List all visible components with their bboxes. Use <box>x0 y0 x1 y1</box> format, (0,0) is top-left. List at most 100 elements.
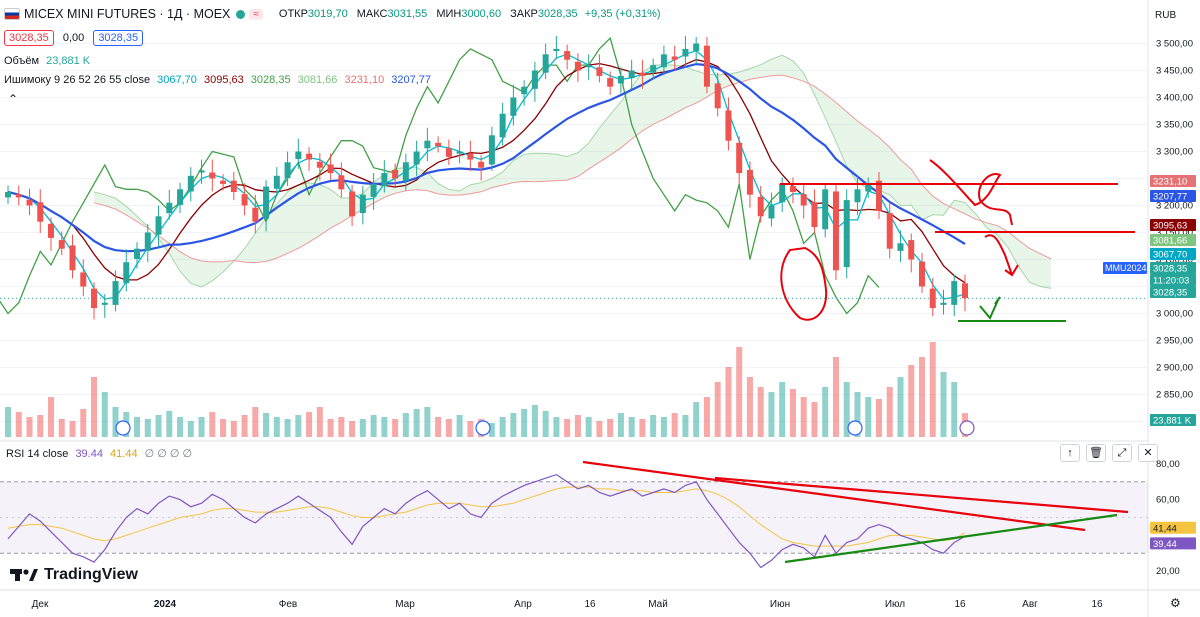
candle-body <box>908 240 915 260</box>
rsi-legend[interactable]: RSI 14 close 39.44 41.44 ∅ ∅ ∅ ∅ <box>6 448 193 460</box>
candle-body <box>338 175 345 190</box>
volume-bar <box>48 397 55 437</box>
candle-body <box>402 162 409 181</box>
lagging-price-label: 3028,35 <box>1153 288 1187 299</box>
candle-body <box>177 189 184 205</box>
volume-bar <box>134 417 141 437</box>
candle-body <box>478 161 485 168</box>
span-b-price-label-bg <box>1150 175 1196 187</box>
candle-body <box>564 51 571 60</box>
buy-price-button[interactable]: 3028,35 <box>93 30 144 46</box>
volume-bar <box>918 357 925 437</box>
time-tick-label: Мар <box>395 599 415 610</box>
time-tick-label: 2024 <box>154 599 177 610</box>
volume-bar <box>499 417 506 437</box>
volume-bar <box>445 419 452 437</box>
conversion-price-label: 3067,70 <box>1153 250 1187 261</box>
candle-body <box>69 245 76 271</box>
volume-bar <box>693 402 700 437</box>
volume-bar <box>58 419 65 437</box>
candle-body <box>929 288 936 309</box>
candle-body <box>15 194 22 198</box>
span-a-price-label: 3081,66 <box>1153 236 1187 247</box>
volume-bar <box>929 342 936 437</box>
ma-price-label: 3207,77 <box>1153 192 1187 203</box>
volume-bar <box>897 377 904 437</box>
volume-bar <box>467 421 474 437</box>
candle-body <box>617 75 624 84</box>
volume-bar <box>456 415 463 437</box>
price-tick-label: 2 950,00 <box>1156 336 1193 347</box>
volume-bar <box>5 407 11 437</box>
volume-bar <box>757 387 764 437</box>
volume-bar <box>252 407 259 437</box>
candle-body <box>349 191 356 217</box>
price-tick-label: 3 150,00 <box>1156 228 1193 239</box>
volume-bar <box>768 392 775 437</box>
delete-icon[interactable]: 🗑 <box>1086 444 1106 462</box>
ichimoku-base-value: 3095,63 <box>203 74 244 86</box>
volume-bar <box>112 407 119 437</box>
price-tick-label: 2 850,00 <box>1156 390 1193 401</box>
candle-body <box>359 194 366 214</box>
volume-bar <box>800 397 807 437</box>
ichimoku-legend[interactable]: Ишимоку 9 26 52 26 55 close 3067,70 3095… <box>4 74 435 86</box>
volume-bar <box>843 382 850 437</box>
compare-icon[interactable]: ≈ <box>249 8 263 20</box>
currency-label[interactable]: RUB <box>1155 10 1177 21</box>
volume-bar <box>349 421 356 437</box>
candle-body <box>26 199 33 206</box>
settings-gear-icon[interactable]: ⚙ <box>1170 596 1181 610</box>
tradingview-logo[interactable]: TradingView <box>10 566 138 584</box>
circled-area <box>780 246 828 321</box>
volume-bar <box>230 421 237 437</box>
candle-body <box>886 213 893 249</box>
volume-bar <box>639 419 646 437</box>
volume-bar <box>671 413 678 437</box>
volume-axis-label-bg <box>1150 414 1196 426</box>
close-value: 3028,35 <box>537 8 578 20</box>
sell-price-button[interactable]: 3028,35 <box>4 30 54 46</box>
countdown-label: 11:20:03 <box>1153 276 1189 287</box>
volume-bar <box>940 372 947 437</box>
price-tick-label: 3 300,00 <box>1156 147 1193 158</box>
move-up-icon[interactable]: ↑ <box>1060 444 1080 462</box>
candle-body <box>220 180 227 184</box>
volume-axis-label: 23,881 K <box>1153 416 1192 427</box>
rsi-ma-last: 41.44 <box>110 448 138 460</box>
rsi-trend-down-1 <box>582 460 1086 532</box>
collapse-legend-icon[interactable]: ⌃ <box>8 92 19 106</box>
volume-bar <box>37 415 44 437</box>
base-price-label: 3095,63 <box>1153 221 1187 232</box>
volume-bar <box>746 377 753 437</box>
volume-bar <box>951 382 958 437</box>
maximize-icon[interactable]: ⤢ <box>1112 444 1132 462</box>
price-tick-label: 3 000,00 <box>1156 309 1193 320</box>
volume-bar <box>488 423 495 437</box>
symbol-title[interactable]: MICEX MINI FUTURES · 1Д · MOEX <box>24 7 231 21</box>
volume-bar <box>585 417 592 437</box>
volume-bar <box>682 415 689 437</box>
axes: 2 800,002 850,002 900,002 950,003 000,00… <box>32 39 1196 610</box>
close-label: ЗАКР <box>510 8 538 20</box>
ichimoku-lagging-value: 3028,35 <box>250 74 291 86</box>
market-status-icon <box>236 9 246 19</box>
volume-legend[interactable]: Объём 23,881 K <box>4 55 90 67</box>
time-tick-label: 16 <box>954 599 966 610</box>
event-marker-icon <box>115 420 131 436</box>
volume-bar <box>510 413 517 437</box>
volume-bar <box>736 347 743 437</box>
candle-body <box>316 161 323 168</box>
candle-body <box>757 196 764 217</box>
close-pane-icon[interactable]: ✕ <box>1138 444 1158 462</box>
volume-bar <box>779 382 786 437</box>
candle-body <box>273 175 280 189</box>
ichimoku-span-b-value: 3231,10 <box>344 74 385 86</box>
candle-body <box>811 202 818 228</box>
volume-bar <box>316 407 323 437</box>
spread-value: 0,00 <box>62 32 85 44</box>
candle-body <box>370 183 377 197</box>
volume-bar <box>187 421 194 437</box>
candle-body <box>327 164 334 174</box>
